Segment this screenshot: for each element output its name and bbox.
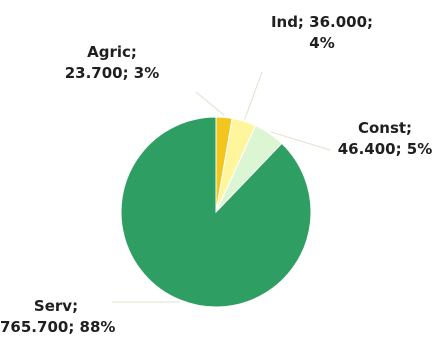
pie-slices <box>120 116 312 308</box>
label-ind-value: 4% <box>309 34 335 52</box>
label-serv-value: 765.700; 88% <box>0 318 116 336</box>
label-ind-name: Ind; 36.000; <box>270 13 374 31</box>
leader-line-ind <box>244 71 263 120</box>
label-serv-name: Serv; <box>33 297 79 315</box>
label-ind: Ind; 36.000; 4% <box>262 12 382 54</box>
pie-slice-serv <box>120 116 312 308</box>
label-const-name: Const; <box>357 119 413 137</box>
label-serv: Serv; 765.700; 88% <box>0 296 116 338</box>
leader-line-agric <box>195 91 225 116</box>
label-const-value: 46.400; 5% <box>337 140 433 158</box>
label-agric-value: 23.700; 3% <box>64 64 160 82</box>
label-agric: Agric; 23.700; 3% <box>52 42 172 84</box>
label-const: Const; 46.400; 5% <box>330 118 440 160</box>
leader-line-const <box>270 131 331 151</box>
leader-lines <box>112 71 331 303</box>
label-agric-name: Agric; <box>87 43 137 61</box>
